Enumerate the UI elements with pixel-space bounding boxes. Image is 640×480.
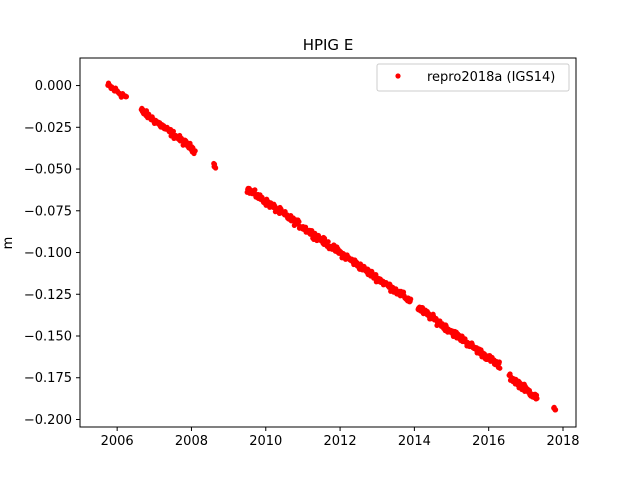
x-tick-label: 2008 <box>175 434 208 449</box>
data-point <box>192 148 198 154</box>
y-axis-label: m <box>1 237 16 250</box>
y-tick-label: −0.200 <box>24 413 72 428</box>
y-tick-label: −0.025 <box>24 121 72 136</box>
x-tick-label: 2012 <box>324 434 357 449</box>
data-point <box>325 239 331 245</box>
y-tick-label: −0.075 <box>24 204 72 219</box>
x-tick-label: 2018 <box>546 434 579 449</box>
y-tick-label: −0.125 <box>24 288 72 303</box>
data-point <box>123 94 130 100</box>
data-point <box>296 219 302 225</box>
data-points <box>105 80 559 413</box>
data-point <box>170 128 176 134</box>
chart-title: HPIG E <box>303 36 354 54</box>
y-tick-label: −0.175 <box>24 371 72 386</box>
legend-marker <box>395 73 401 79</box>
y-tick-label: −0.150 <box>24 330 72 345</box>
data-point <box>252 187 258 193</box>
legend: repro2018a (IGS14) <box>376 63 570 92</box>
y-tick-label: −0.100 <box>24 246 72 261</box>
data-point <box>496 359 502 365</box>
x-tick-label: 2014 <box>398 434 431 449</box>
data-point <box>552 407 559 413</box>
data-point <box>534 395 540 402</box>
axes: 2006 2008 2010 2012 2014 2016 2018 0.000 −0.025 −… <box>24 79 580 449</box>
data-point <box>213 165 219 171</box>
y-tick-label: 0.000 <box>35 79 72 94</box>
x-tick-label: 2010 <box>249 434 282 449</box>
legend-label: repro2018a (IGS14) <box>427 70 555 85</box>
legend-box <box>376 63 570 92</box>
y-tick-label: −0.050 <box>24 163 72 178</box>
x-tick-label: 2006 <box>101 434 134 449</box>
data-point <box>497 365 503 371</box>
data-point <box>408 296 414 302</box>
x-tick-label: 2016 <box>472 434 505 449</box>
plot-frame <box>79 57 577 428</box>
